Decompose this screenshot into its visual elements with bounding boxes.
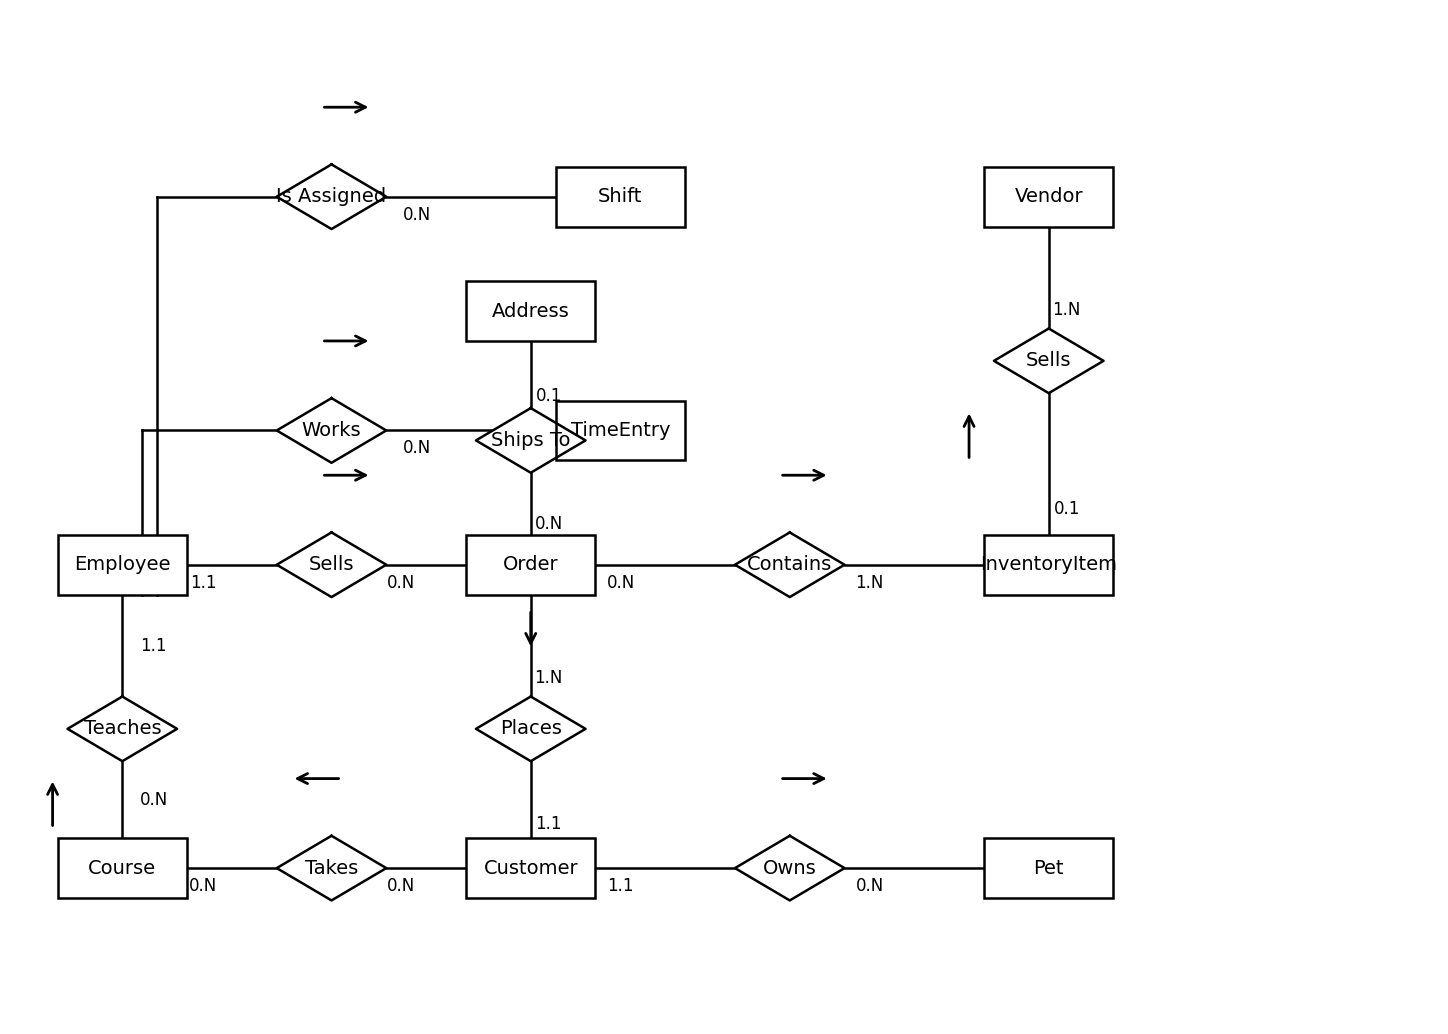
Bar bbox=[985, 535, 1114, 595]
Text: Shift: Shift bbox=[598, 187, 643, 206]
Polygon shape bbox=[736, 533, 844, 597]
Polygon shape bbox=[277, 164, 387, 230]
Text: Ships To: Ships To bbox=[491, 431, 571, 450]
Text: 1.N: 1.N bbox=[856, 574, 883, 591]
Text: 1.1: 1.1 bbox=[536, 816, 562, 833]
Bar bbox=[985, 839, 1114, 898]
Bar bbox=[466, 281, 595, 341]
Text: Places: Places bbox=[500, 720, 562, 738]
Text: Takes: Takes bbox=[306, 858, 358, 878]
Bar bbox=[466, 535, 595, 595]
Text: Vendor: Vendor bbox=[1015, 187, 1083, 206]
Text: 1.N: 1.N bbox=[1053, 301, 1080, 320]
Text: Sells: Sells bbox=[308, 555, 355, 574]
Bar bbox=[985, 166, 1114, 226]
Text: Pet: Pet bbox=[1034, 858, 1064, 878]
Text: 0.N: 0.N bbox=[387, 574, 414, 591]
Text: Sells: Sells bbox=[1027, 352, 1072, 370]
Text: 0.N: 0.N bbox=[607, 574, 634, 591]
Text: 0.N: 0.N bbox=[534, 515, 563, 533]
Bar bbox=[556, 166, 685, 226]
Text: 1.1: 1.1 bbox=[190, 574, 216, 591]
Polygon shape bbox=[68, 697, 177, 761]
Text: Employee: Employee bbox=[74, 555, 171, 574]
Text: 0.1: 0.1 bbox=[1054, 500, 1080, 518]
Polygon shape bbox=[476, 697, 585, 761]
Polygon shape bbox=[277, 398, 387, 463]
Polygon shape bbox=[476, 408, 585, 473]
Polygon shape bbox=[993, 329, 1103, 393]
Polygon shape bbox=[736, 835, 844, 901]
Text: Customer: Customer bbox=[484, 858, 578, 878]
Text: 1.N: 1.N bbox=[534, 669, 563, 688]
Bar bbox=[466, 839, 595, 898]
Text: Contains: Contains bbox=[747, 555, 833, 574]
Text: TimeEntry: TimeEntry bbox=[571, 421, 670, 440]
Text: Course: Course bbox=[88, 858, 156, 878]
Text: 0.1: 0.1 bbox=[536, 387, 562, 405]
Text: Owns: Owns bbox=[763, 858, 817, 878]
Text: Works: Works bbox=[301, 421, 362, 440]
Text: Teaches: Teaches bbox=[84, 720, 161, 738]
Text: Order: Order bbox=[502, 555, 559, 574]
Text: 1.1: 1.1 bbox=[607, 877, 634, 895]
Text: 0.N: 0.N bbox=[403, 439, 432, 457]
Polygon shape bbox=[277, 835, 387, 901]
Bar bbox=[58, 535, 187, 595]
Text: 0.N: 0.N bbox=[403, 206, 432, 223]
Text: 0.N: 0.N bbox=[387, 877, 414, 895]
Text: 0.N: 0.N bbox=[856, 877, 883, 895]
Text: InventoryItem: InventoryItem bbox=[980, 555, 1118, 574]
Text: Is Assigned: Is Assigned bbox=[277, 187, 387, 206]
Text: 0.N: 0.N bbox=[190, 877, 217, 895]
Bar bbox=[58, 839, 187, 898]
Text: 1.1: 1.1 bbox=[140, 637, 167, 655]
Text: Address: Address bbox=[492, 302, 569, 321]
Bar bbox=[556, 400, 685, 460]
Text: 0.N: 0.N bbox=[140, 791, 168, 809]
Polygon shape bbox=[277, 533, 387, 597]
